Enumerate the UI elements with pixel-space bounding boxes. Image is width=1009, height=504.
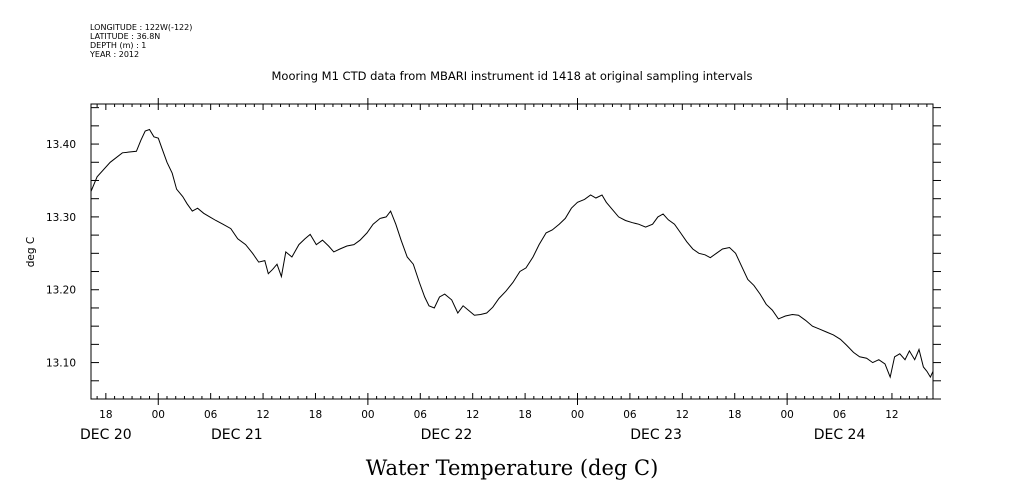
x-tick-label: 18: [728, 409, 741, 421]
x-tick-label: 06: [414, 409, 428, 421]
plot-frame: [90, 103, 934, 400]
y-tick-label: 13.40: [46, 139, 76, 151]
x-tick-labels: 18 00 06 12 18 00 06 12 18 00 06 12 18 00 06 12: [99, 409, 898, 421]
x-tick-label: 12: [466, 409, 479, 421]
depth-label: DEPTH (m) : 1: [90, 41, 146, 50]
y-tick-label: 13.30: [46, 212, 76, 224]
latitude-label: LATITUDE : 36.8N: [90, 32, 160, 41]
temperature-series-line: [90, 128, 934, 379]
x-tick-label: 12: [885, 409, 898, 421]
x-axis-title: Water Temperature (deg C): [366, 456, 659, 480]
y-tick-labels: 13.10 13.20 13.30 13.40: [46, 139, 76, 370]
x-tick-label: 18: [99, 409, 112, 421]
x-tick-label: 00: [780, 409, 793, 421]
y-tick-label: 13.20: [46, 285, 76, 297]
x-tick-label: 00: [152, 409, 165, 421]
x-tick-label: 18: [309, 409, 322, 421]
x-tick-label: 06: [204, 409, 218, 421]
year-label: YEAR : 2012: [89, 50, 139, 59]
y-tick-label: 13.10: [46, 358, 76, 370]
x-tick-label: 18: [518, 409, 531, 421]
x-tick-label: 00: [571, 409, 584, 421]
x-tick-label: 00: [361, 409, 374, 421]
x-tick-label: 12: [676, 409, 689, 421]
longitude-label: LONGITUDE : 122W(-122): [90, 23, 192, 32]
axis-ticks: [91, 98, 941, 405]
day-label: DEC 20: [80, 427, 132, 443]
day-label: DEC 23: [630, 427, 682, 443]
x-tick-label: 06: [623, 409, 637, 421]
day-label: DEC 21: [211, 427, 263, 443]
day-label: DEC 24: [814, 427, 866, 443]
day-labels: DEC 20 DEC 21 DEC 22 DEC 23 DEC 24: [80, 427, 865, 443]
day-label: DEC 22: [421, 427, 473, 443]
metadata-block: LONGITUDE : 122W(-122) LATITUDE : 36.8N …: [89, 23, 192, 59]
y-axis-label: deg C: [25, 237, 37, 267]
chart-title: Mooring M1 CTD data from MBARI instrumen…: [272, 69, 753, 83]
x-tick-label: 12: [256, 409, 269, 421]
x-tick-label: 06: [833, 409, 847, 421]
